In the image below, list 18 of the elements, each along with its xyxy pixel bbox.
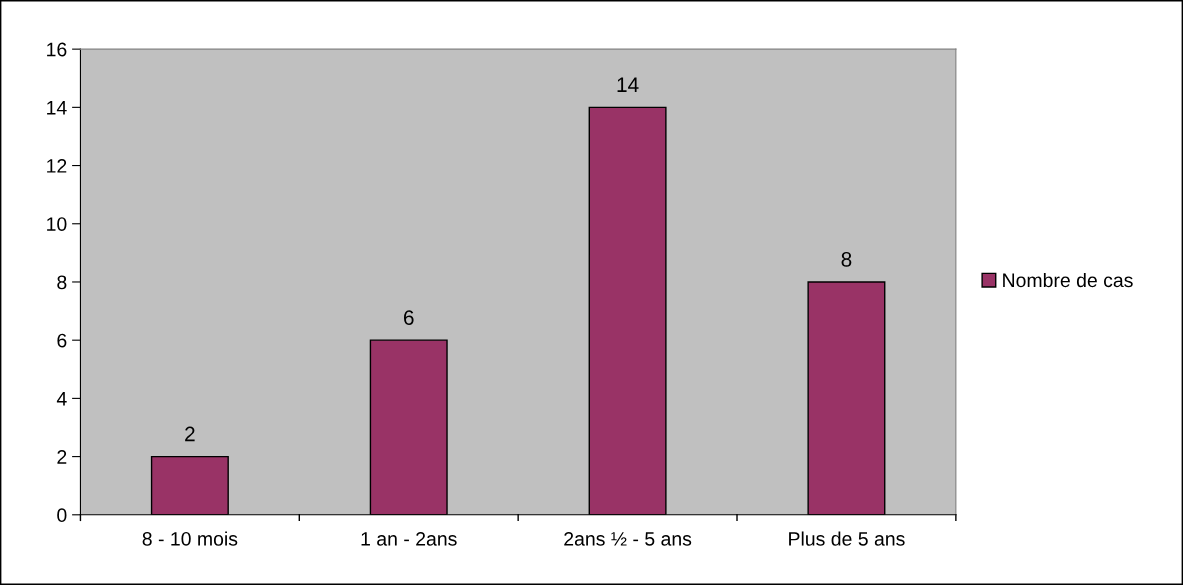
y-tick-label: 10: [47, 217, 67, 231]
y-tick-label: 14: [47, 101, 67, 115]
y-tick-label: 16: [47, 42, 67, 57]
y-tick-label: 6: [57, 333, 67, 348]
data-label: 6: [403, 310, 414, 325]
x-tick-label: 2ans ½ - 5 ans: [564, 531, 692, 546]
y-tick-label: 12: [47, 159, 67, 173]
y-tick-label: 8: [57, 275, 67, 290]
y-tick-label: 2: [57, 450, 67, 464]
x-tick-label: Plus de 5 ans: [789, 531, 905, 546]
data-label: 14: [617, 77, 639, 92]
x-tick-label: 8 - 10 mois: [142, 531, 238, 546]
legend-label: Nombre de cas: [1003, 272, 1133, 288]
y-tick-label: 0: [57, 508, 67, 523]
data-label: 8: [841, 251, 852, 267]
data-label: 2: [185, 426, 195, 442]
y-tick-label: 4: [56, 392, 67, 406]
x-tick-label: 1 an - 2ans: [361, 531, 457, 546]
